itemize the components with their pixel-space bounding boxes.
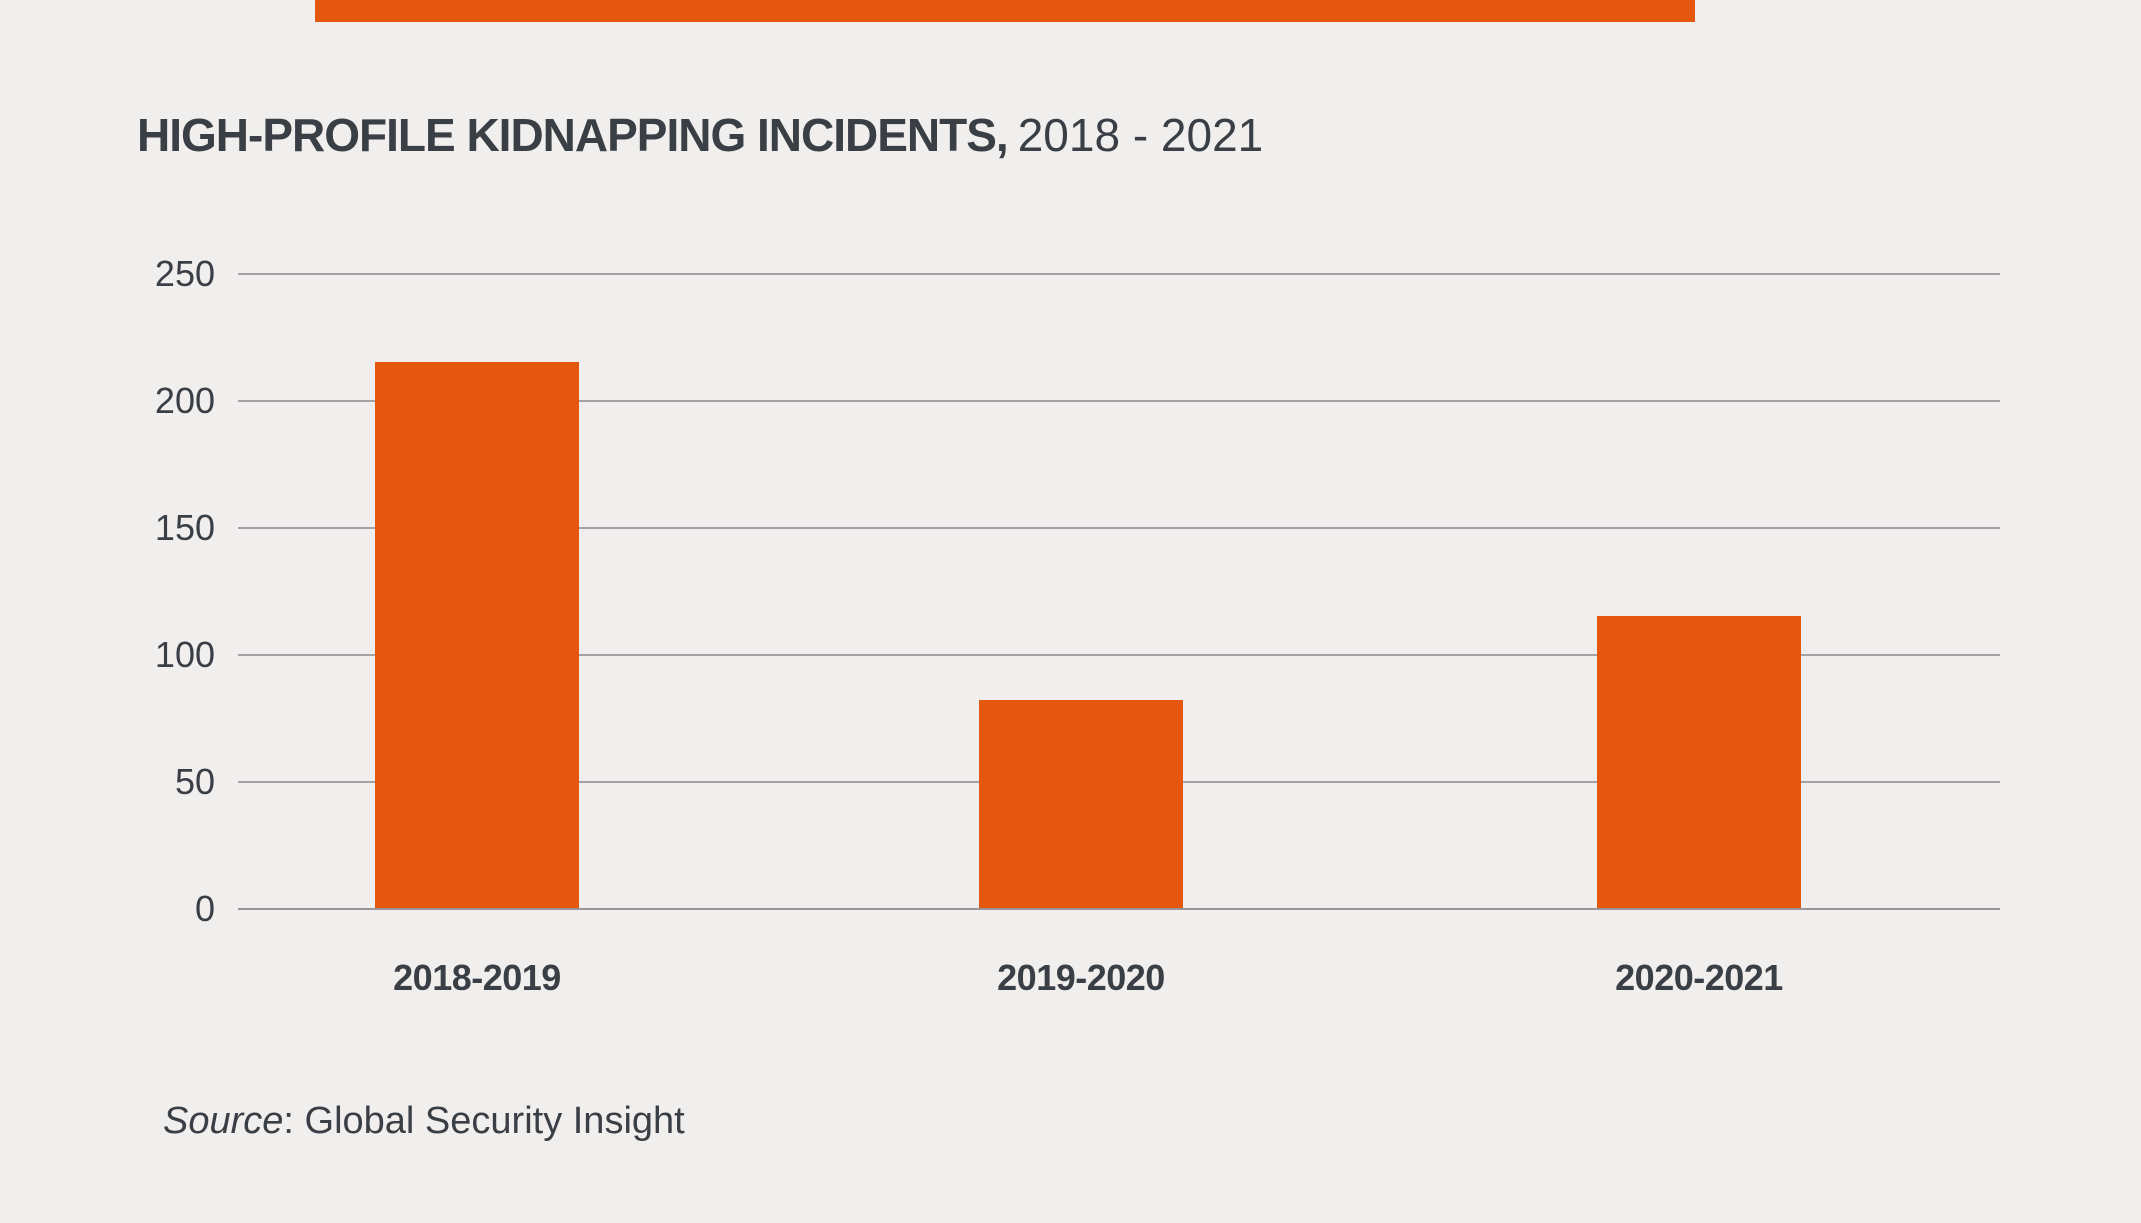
gridline-y-250: [238, 273, 2000, 275]
bar-2018-2019: [375, 362, 579, 908]
source-label: Source: [163, 1100, 284, 1142]
y-tick-label-150: 150: [154, 507, 215, 548]
chart-title-range: 2018 - 2021: [1017, 109, 1264, 161]
y-tick-label-250: 250: [154, 253, 215, 294]
y-tick-label-0: 0: [194, 888, 215, 929]
y-tick-label-100: 100: [154, 634, 215, 675]
chart-title-main: HIGH-PROFILE KIDNAPPING INCIDENTS,: [137, 109, 1009, 161]
bar-2019-2020: [979, 700, 1183, 908]
gridline-y-200: [238, 400, 2000, 402]
x-tick-label-2019-2020: 2019-2020: [997, 957, 1165, 998]
gridline-y-100: [238, 654, 2000, 656]
x-tick-label-2018-2019: 2018-2019: [393, 957, 561, 998]
x-axis-line: [238, 908, 2000, 910]
gridline-y-150: [238, 527, 2000, 529]
source-text: : Global Security Insight: [283, 1100, 685, 1142]
y-tick-label-50: 50: [174, 761, 215, 802]
top-accent-bar: [315, 0, 1695, 22]
bar-2020-2021: [1597, 616, 1801, 908]
y-tick-label-200: 200: [154, 380, 215, 421]
x-tick-label-2020-2021: 2020-2021: [1615, 957, 1783, 998]
source-caption: Source: Global Security Insight: [163, 1100, 685, 1143]
chart-title: HIGH-PROFILE KIDNAPPING INCIDENTS, 2018 -…: [137, 110, 1263, 160]
